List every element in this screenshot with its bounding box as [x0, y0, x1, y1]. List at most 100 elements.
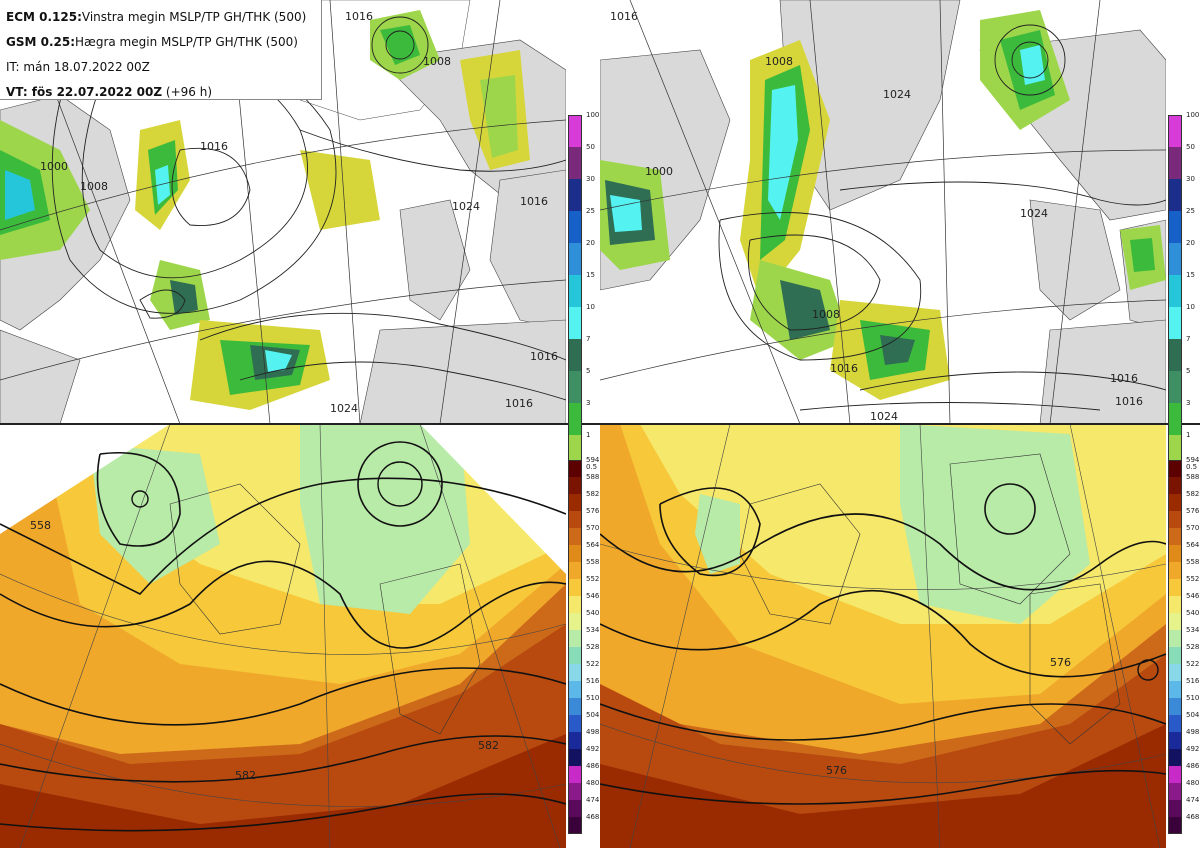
ecm-model-desc: Vinstra megin MSLP/TP GH/THK (500) — [81, 10, 307, 24]
thickness-color-cell — [1168, 562, 1182, 579]
thickness-color-cell — [568, 494, 582, 511]
info-line-gsm: GSM 0.25:Hægra megin MSLP/TP GH/THK (500… — [6, 30, 315, 55]
thickness-color-cell — [568, 681, 582, 698]
thickness-color-cell — [568, 749, 582, 766]
precip-tick-label: 20 — [586, 239, 595, 247]
precip-tick-label: 7 — [1186, 335, 1191, 343]
thickness-tick-label: 546 — [586, 592, 600, 600]
precip-color-cell — [1168, 179, 1182, 211]
thickness-tick-label: 528 — [1186, 643, 1200, 651]
precip-color-cell — [568, 307, 582, 339]
ecm-mslp-precip-graphic — [0, 0, 566, 424]
thickness-tick-label: 582 — [1186, 490, 1200, 498]
precip-tick-label: 0.5 — [586, 463, 598, 471]
thickness-tick-label: 528 — [586, 643, 600, 651]
thickness-color-cell — [1168, 698, 1182, 715]
thickness-tick-label: 510 — [1186, 694, 1200, 702]
gsm-geopotential-thickness-graphic — [600, 424, 1166, 848]
thickness-tick-label: 534 — [586, 626, 600, 634]
init-time: IT: mán 18.07.2022 00Z — [6, 60, 150, 74]
thickness-tick-label: 546 — [1186, 592, 1200, 600]
thickness-tick-label: 564 — [586, 541, 600, 549]
thickness-tick-label: 552 — [1186, 575, 1200, 583]
precip-color-cell — [568, 371, 582, 403]
gsm-geopotential-thickness-map: 576 576 — [600, 424, 1166, 848]
gsm-mslp-precip-graphic — [600, 0, 1166, 424]
isobar-label: 1024 — [1020, 207, 1048, 220]
thickness-color-cell — [568, 511, 582, 528]
thickness-color-cell — [1168, 494, 1182, 511]
thickness-color-cell — [568, 562, 582, 579]
thickness-tick-label: 474 — [586, 796, 600, 804]
ecm-model-label: ECM 0.125: — [6, 10, 82, 24]
precip-color-cell — [568, 179, 582, 211]
isobar-label: 1016 — [505, 397, 533, 410]
thickness-color-cell — [1168, 715, 1182, 732]
thickness-color-cell — [568, 579, 582, 596]
precip-color-cell — [1168, 147, 1182, 179]
precip-color-cell — [1168, 211, 1182, 243]
precip-tick-label: 100 — [1186, 111, 1200, 119]
precip-color-cell — [568, 243, 582, 275]
isobar-label: 1024 — [883, 88, 911, 101]
thickness-color-cell — [568, 766, 582, 783]
precip-tick-label: 7 — [586, 335, 591, 343]
thickness-label: 576 — [1050, 656, 1071, 669]
thickness-color-cell — [1168, 766, 1182, 783]
precip-color-cell — [1168, 403, 1182, 435]
thickness-tick-label: 588 — [586, 473, 600, 481]
thickness-color-cell — [1168, 545, 1182, 562]
precip-color-cell — [568, 435, 582, 467]
precip-tick-label: 1 — [1186, 431, 1191, 439]
thickness-color-cell — [1168, 817, 1182, 834]
isobar-label: 1016 — [530, 350, 558, 363]
isobar-label: 1016 — [610, 10, 638, 23]
thickness-color-cell — [1168, 613, 1182, 630]
precip-color-cell — [1168, 115, 1182, 147]
isobar-label: 1024 — [330, 402, 358, 415]
thickness-color-cell — [568, 698, 582, 715]
thickness-label: 558 — [30, 519, 51, 532]
precip-tick-label: 1 — [586, 431, 591, 439]
thickness-tick-label: 522 — [586, 660, 600, 668]
thickness-tick-label: 558 — [586, 558, 600, 566]
thickness-tick-label: 534 — [1186, 626, 1200, 634]
thickness-color-cell — [568, 783, 582, 800]
thickness-color-cell — [1168, 596, 1182, 613]
thickness-color-cell — [1168, 579, 1182, 596]
ecm-geopotential-thickness-map: 558 582 582 — [0, 424, 566, 848]
valid-time: VT: fös 22.07.2022 00Z — [6, 85, 163, 99]
isobar-label: 1016 — [830, 362, 858, 375]
thickness-color-cell — [568, 715, 582, 732]
isobar-label: 1000 — [40, 160, 68, 173]
thickness-color-cell — [568, 460, 582, 477]
thickness-tick-label: 570 — [1186, 524, 1200, 532]
thickness-tick-label: 516 — [1186, 677, 1200, 685]
thickness-tick-label: 486 — [1186, 762, 1200, 770]
precip-color-cell — [568, 115, 582, 147]
gsm-model-label: GSM 0.25: — [6, 35, 76, 49]
thickness-tick-label: 594 — [1186, 456, 1200, 464]
forecast-lead: (+96 h) — [165, 85, 213, 99]
precip-color-cell — [1168, 435, 1182, 467]
isobar-label: 1008 — [812, 308, 840, 321]
thickness-color-cell — [1168, 528, 1182, 545]
precip-tick-label: 20 — [1186, 239, 1195, 247]
thickness-color-cell — [568, 596, 582, 613]
isobar-label: 1024 — [452, 200, 480, 213]
thickness-tick-label: 522 — [1186, 660, 1200, 668]
precip-tick-label: 30 — [586, 175, 595, 183]
thickness-tick-label: 540 — [586, 609, 600, 617]
isobar-label: 1016 — [520, 195, 548, 208]
forecast-info-box: ECM 0.125:Vinstra megin MSLP/TP GH/THK (… — [0, 0, 322, 100]
thickness-color-cell — [568, 528, 582, 545]
precip-color-cell — [1168, 243, 1182, 275]
precip-color-cell — [568, 275, 582, 307]
isobar-label: 1000 — [645, 165, 673, 178]
thickness-color-cell — [1168, 511, 1182, 528]
thickness-tick-label: 576 — [1186, 507, 1200, 515]
thickness-color-cell — [568, 545, 582, 562]
gsm-model-desc: Hægra megin MSLP/TP GH/THK (500) — [75, 35, 298, 49]
info-line-valid: VT: fös 22.07.2022 00Z (+96 h) — [6, 80, 315, 105]
thickness-color-cell — [568, 800, 582, 817]
